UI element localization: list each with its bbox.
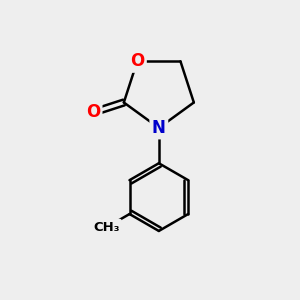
Text: O: O	[130, 52, 144, 70]
Text: O: O	[86, 103, 100, 121]
Text: CH₃: CH₃	[93, 221, 120, 234]
Text: N: N	[152, 119, 166, 137]
